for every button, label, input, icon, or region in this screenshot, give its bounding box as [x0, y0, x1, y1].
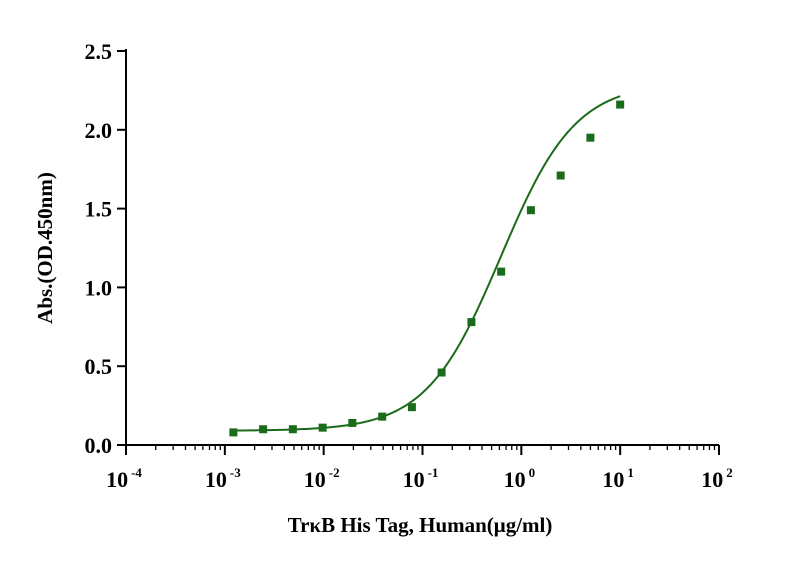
- data-points: [229, 100, 625, 437]
- y-tick-label: 2.0: [85, 118, 113, 143]
- data-point: [497, 267, 506, 276]
- data-point: [586, 133, 595, 142]
- data-point: [407, 403, 416, 412]
- x-tick-label: 10 1: [602, 465, 634, 492]
- x-tick-label: 10 -3: [205, 465, 241, 492]
- x-axis-title: TrκB His Tag, Human(μg/ml): [288, 513, 553, 537]
- x-tick-label: 10 2: [701, 465, 733, 492]
- data-point: [556, 171, 565, 180]
- data-point: [318, 423, 327, 432]
- x-tick-label: 10 0: [504, 465, 536, 492]
- data-point: [378, 412, 387, 421]
- y-tick-label: 2.5: [85, 39, 113, 64]
- data-point: [348, 418, 357, 427]
- fit-curve: [233, 95, 621, 432]
- x-tick-label: 10 -2: [304, 465, 340, 492]
- data-point: [526, 206, 535, 215]
- y-tick-label: 0.5: [85, 354, 113, 379]
- ticks: 0.0 0.5 1.0 1.5 2.0 2.5 10 -4 10 -3 10 -2 10 -1 10 0 10 1…: [85, 39, 733, 492]
- axes: [125, 49, 719, 446]
- x-tick-label: 10 -1: [403, 465, 439, 492]
- data-point: [467, 318, 476, 327]
- data-point: [229, 428, 238, 437]
- data-point: [259, 425, 268, 434]
- data-point: [616, 100, 625, 109]
- y-tick-label: 1.5: [85, 197, 113, 222]
- data-point: [288, 425, 297, 434]
- fit-curve-layer: [233, 95, 621, 432]
- y-axis-title: Abs.(OD.450nm): [33, 172, 57, 324]
- y-tick-label: 0.0: [85, 433, 113, 458]
- y-tick-label: 1.0: [85, 275, 113, 300]
- x-tick-label: 10 -4: [106, 465, 142, 492]
- data-point: [437, 368, 446, 377]
